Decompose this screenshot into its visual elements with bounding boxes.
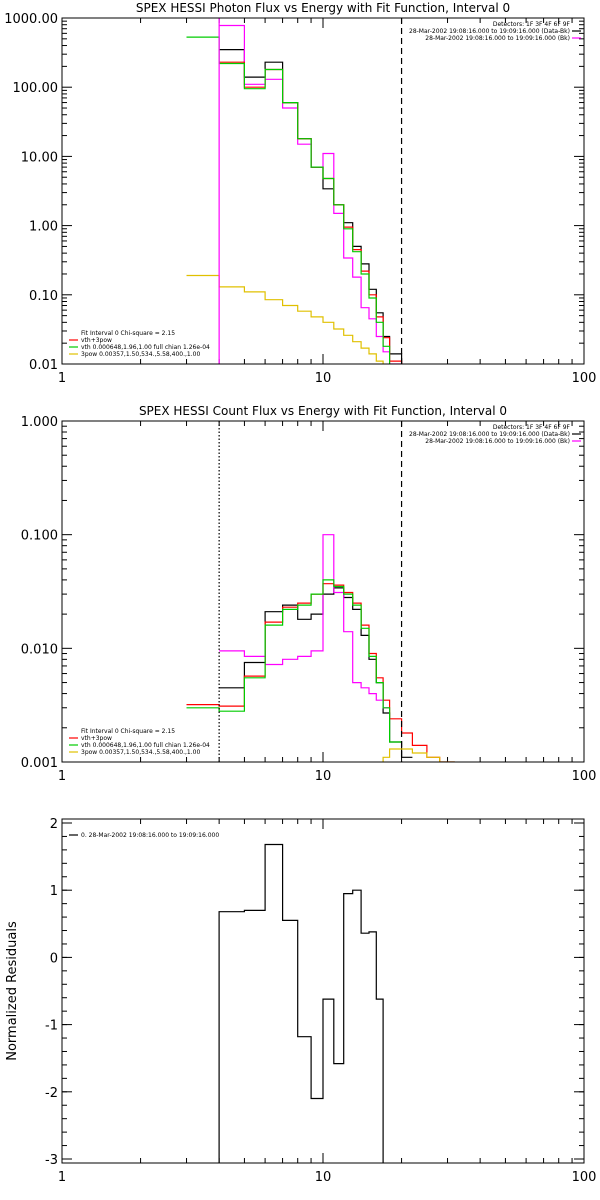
chart-title: SPEX HESSI Count Flux vs Energy with Fit…	[139, 404, 507, 418]
series-1-line	[219, 24, 402, 364]
x-tick-label: 1	[58, 769, 66, 784]
plot-frame	[61, 17, 585, 365]
legend-entry-3: 3pow 0.00357,1.50,534.,5.58,400.,1.00	[81, 351, 200, 358]
series-2-line	[186, 583, 455, 762]
x-tick-label: 100	[572, 371, 597, 386]
y-tick-label: 1000.00	[4, 12, 58, 27]
legend-entry-0: 0. 28-Mar-2002 19:08:16.000 to 19:09:16.…	[81, 832, 219, 839]
x-tick-label: 1	[58, 371, 66, 386]
header-text-0: Detectors: 1F 3F 4F 6F 9F	[493, 424, 571, 431]
y-tick-label: 0.010	[21, 642, 58, 657]
y-tick-label: 0.10	[29, 289, 58, 304]
plot-data	[186, 534, 455, 762]
y-tick-label: 100.00	[13, 81, 59, 96]
y-tick-label: 1.00	[29, 220, 58, 235]
legend-entry-1: vth+3pow	[81, 735, 112, 742]
y-tick-label: -2	[45, 1086, 58, 1101]
legend-entry-2: vth 0.000648,1.96,1.00 full chian 1.26e-…	[81, 742, 210, 749]
y-tick-label: 0	[50, 951, 58, 966]
series-3-line	[186, 579, 402, 743]
y-tick-label: 2	[50, 817, 58, 832]
series-0-line	[218, 843, 384, 1163]
y-tick-label: -3	[45, 1153, 58, 1168]
legend-entry-2: vth 0.000648,1.96,1.00 full chian 1.26e-…	[81, 344, 210, 351]
x-tick-label: 10	[315, 371, 332, 386]
x-tick-label: 10	[315, 1170, 332, 1185]
header-text-2: 28-Mar-2002 19:08:16.000 to 19:09:16.000…	[425, 438, 570, 445]
plot-data	[186, 24, 403, 364]
legend-entry-0: Fit Interval 0 Chi-square = 2.15	[81, 728, 175, 735]
plot-frame	[61, 818, 585, 1164]
legend-entry-1: vth+3pow	[81, 337, 112, 344]
count-flux-panel: SPEX HESSI Count Flux vs Energy with Fit…	[21, 404, 597, 784]
x-tick-label: 100	[572, 1170, 597, 1185]
chart-title: SPEX HESSI Photon Flux vs Energy with Fi…	[136, 1, 510, 15]
header-text-1: 28-Mar-2002 19:08:16.000 to 19:09:16.000…	[409, 431, 570, 438]
x-tick-label: 1	[58, 1170, 66, 1185]
legend-entry-3: 3pow 0.00357,1.50,534.,5.58,400.,1.00	[81, 749, 200, 756]
series-4-line	[186, 274, 384, 364]
plot-data	[218, 843, 384, 1163]
series-0-line	[219, 587, 413, 758]
series-3-line	[186, 36, 391, 364]
x-tick-label: 100	[572, 769, 597, 784]
y-tick-label: 1.000	[21, 415, 58, 430]
photon-flux-panel: SPEX HESSI Photon Flux vs Energy with Fi…	[4, 1, 597, 386]
header-text-0: Detectors: 1F 3F 4F 6F 9F	[493, 21, 571, 28]
plot-frame	[61, 420, 585, 763]
x-tick-label: 10	[315, 769, 332, 784]
y-axis-label: Normalized Residuals	[5, 921, 20, 1061]
y-tick-label: 0.100	[21, 529, 58, 544]
y-tick-label: 0.001	[21, 756, 58, 771]
legend-entry-0: Fit Interval 0 Chi-square = 2.15	[81, 330, 175, 337]
header-text-2: 28-Mar-2002 19:08:16.000 to 19:09:16.000…	[425, 35, 570, 42]
y-tick-label: -1	[45, 1019, 58, 1034]
header-text-1: 28-Mar-2002 19:08:16.000 to 19:09:16.000…	[409, 28, 570, 35]
y-tick-label: 0.01	[29, 358, 58, 373]
series-4-line	[382, 748, 455, 762]
y-tick-label: 1	[50, 884, 58, 899]
y-tick-label: 10.00	[21, 150, 58, 165]
series-2-line	[219, 61, 403, 364]
residuals-panel: Normalized Residuals 1 10 100 -3 -2 -1 0 1 2 0. 28…	[5, 817, 596, 1185]
series-1-line	[219, 534, 390, 709]
